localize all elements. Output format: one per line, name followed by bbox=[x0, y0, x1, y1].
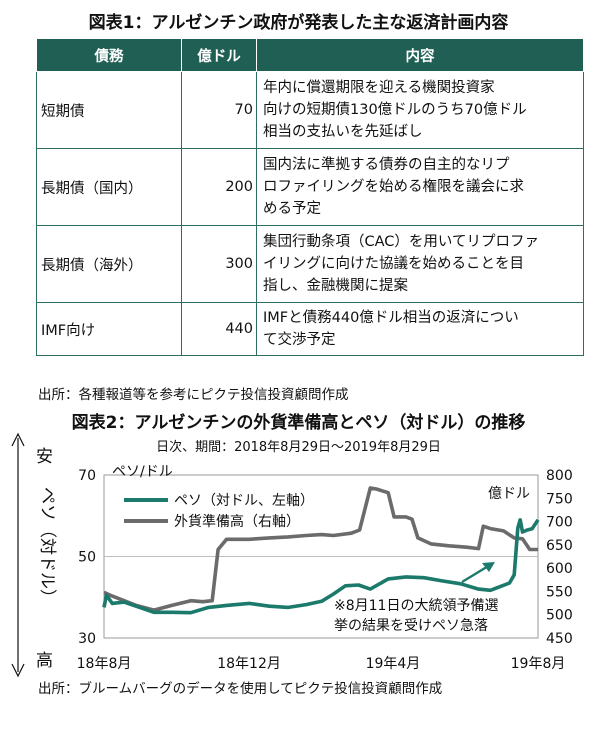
debt-table: 債務 億ドル 内容 短期債 70 年内に償還期限を迎える機関投資家 向けの短期債… bbox=[36, 38, 584, 356]
debt-table-header: 債務 億ドル 内容 bbox=[36, 38, 584, 72]
desc-line: 向けの短期債130億ドルのうち70億ドル bbox=[263, 102, 527, 118]
x-tick-label: 18年12月 bbox=[217, 656, 281, 672]
right-tick-label: 450 bbox=[546, 631, 573, 647]
table-row: 長期債（国内） 200 国内法に準拠する債券の自主的なリプ ロファイリングを始め… bbox=[36, 148, 584, 226]
series-lines bbox=[102, 486, 540, 615]
vertical-direction-arrow bbox=[11, 432, 25, 678]
x-axis-ticks: 18年8月 18年12月 19年4月 19年8月 bbox=[77, 656, 566, 672]
desc-line: IMFと債務440億ドル相当の返済につい bbox=[263, 310, 519, 326]
left-tick-label: 30 bbox=[78, 631, 96, 647]
debt-amount: 70 bbox=[181, 71, 257, 149]
debt-description: 年内に償還期限を迎える機関投資家 向けの短期債130億ドルのうち70億ドル 相当… bbox=[256, 71, 584, 149]
debt-description: IMFと債務440億ドル相当の返済につい て交渉予定 bbox=[256, 302, 584, 356]
debt-name: 長期債（海外） bbox=[36, 225, 182, 303]
annotation-line-1: ※8月11日の大統領予備選 bbox=[334, 597, 498, 614]
debt-amount: 300 bbox=[181, 225, 257, 303]
right-tick-label: 800 bbox=[546, 468, 573, 484]
left-axis-ticks: 70 50 30 bbox=[78, 468, 96, 647]
annotation-arrow bbox=[461, 563, 491, 584]
right-tick-label: 700 bbox=[546, 515, 573, 531]
debt-amount: 440 bbox=[181, 302, 257, 356]
desc-line: 国内法に準拠する債券の自主的なリプ bbox=[263, 157, 510, 173]
fig2-subtitle: 日次、期間：2018年8月29日～2019年8月29日 bbox=[156, 440, 441, 455]
desc-line: 集団行動条項（CAC）を用いてリプロファ bbox=[263, 234, 539, 250]
annotation: ※8月11日の大統領予備選 挙の結果を受けペソ急落 bbox=[334, 562, 498, 634]
left-axis-title: ペソ（対ドル） bbox=[37, 487, 57, 606]
legend: ペソ（対ドル、左軸） 外貨準備高（右軸） bbox=[124, 493, 314, 530]
right-tick-label: 650 bbox=[546, 538, 573, 554]
legend-label-reserves: 外貨準備高（右軸） bbox=[174, 513, 300, 530]
desc-line: 指し、金融機関に提案 bbox=[263, 278, 408, 294]
strong-label: 高 bbox=[36, 651, 53, 671]
fig2-source: 出所：ブルームバーグのデータを使用してピクテ投信投資顧問作成 bbox=[38, 681, 443, 697]
left-unit-label: ペソ/ドル bbox=[112, 464, 173, 480]
reserves-line bbox=[103, 486, 538, 612]
right-tick-label: 500 bbox=[546, 608, 573, 624]
desc-line: 年内に償還期限を迎える機関投資家 bbox=[263, 80, 495, 96]
table-row: 短期債 70 年内に償還期限を迎える機関投資家 向けの短期債130億ドルのうち7… bbox=[36, 71, 584, 149]
header-amount: 億ドル bbox=[181, 38, 257, 72]
annotation-line-2: 挙の結果を受けペソ急落 bbox=[334, 618, 488, 634]
x-tick-label: 19年4月 bbox=[366, 656, 421, 672]
x-tick-label: 19年8月 bbox=[511, 656, 566, 672]
annotation-arrowhead bbox=[482, 562, 495, 572]
weak-label: 安 bbox=[36, 447, 53, 467]
debt-description: 国内法に準拠する債券の自主的なリプ ロファイリングを始める権限を議会に求 める予… bbox=[256, 148, 584, 226]
right-axis-ticks: 800 750 700 650 600 550 500 450 bbox=[546, 468, 573, 647]
right-unit-label: 億ドル bbox=[488, 486, 530, 502]
header-content: 内容 bbox=[256, 38, 584, 72]
left-tick-label: 50 bbox=[78, 550, 96, 566]
right-tick-label: 550 bbox=[546, 584, 573, 600]
right-tick-label: 750 bbox=[546, 491, 573, 507]
peso-line bbox=[102, 517, 540, 615]
debt-name: IMF向け bbox=[36, 302, 182, 356]
table-row: IMF向け 440 IMFと債務440億ドル相当の返済につい て交渉予定 bbox=[36, 302, 584, 356]
x-tick-label: 18年8月 bbox=[77, 656, 132, 672]
desc-line: イリングに向けた協議を始めることを目 bbox=[263, 256, 524, 272]
desc-line: める予定 bbox=[263, 201, 321, 217]
legend-label-peso: ペソ（対ドル、左軸） bbox=[174, 493, 314, 509]
debt-amount: 200 bbox=[181, 148, 257, 226]
desc-line: て交渉予定 bbox=[263, 332, 336, 348]
fig2-title: 図表2：アルゼンチンの外貨準備高とペソ（対ドル）の推移 bbox=[71, 413, 526, 433]
fig1-title: 図表1：アルゼンチン政府が発表した主な返済計画内容 bbox=[88, 13, 509, 33]
desc-line: ロファイリングを始める権限を議会に求 bbox=[263, 179, 524, 195]
debt-name: 短期債 bbox=[36, 71, 182, 149]
fig1-source: 出所：各種報道等を参考にピクテ投信投資顧問作成 bbox=[38, 387, 349, 403]
desc-line: 相当の支払いを先延ばし bbox=[263, 124, 423, 140]
right-tick-label: 600 bbox=[546, 561, 573, 577]
left-tick-label: 70 bbox=[78, 468, 96, 484]
